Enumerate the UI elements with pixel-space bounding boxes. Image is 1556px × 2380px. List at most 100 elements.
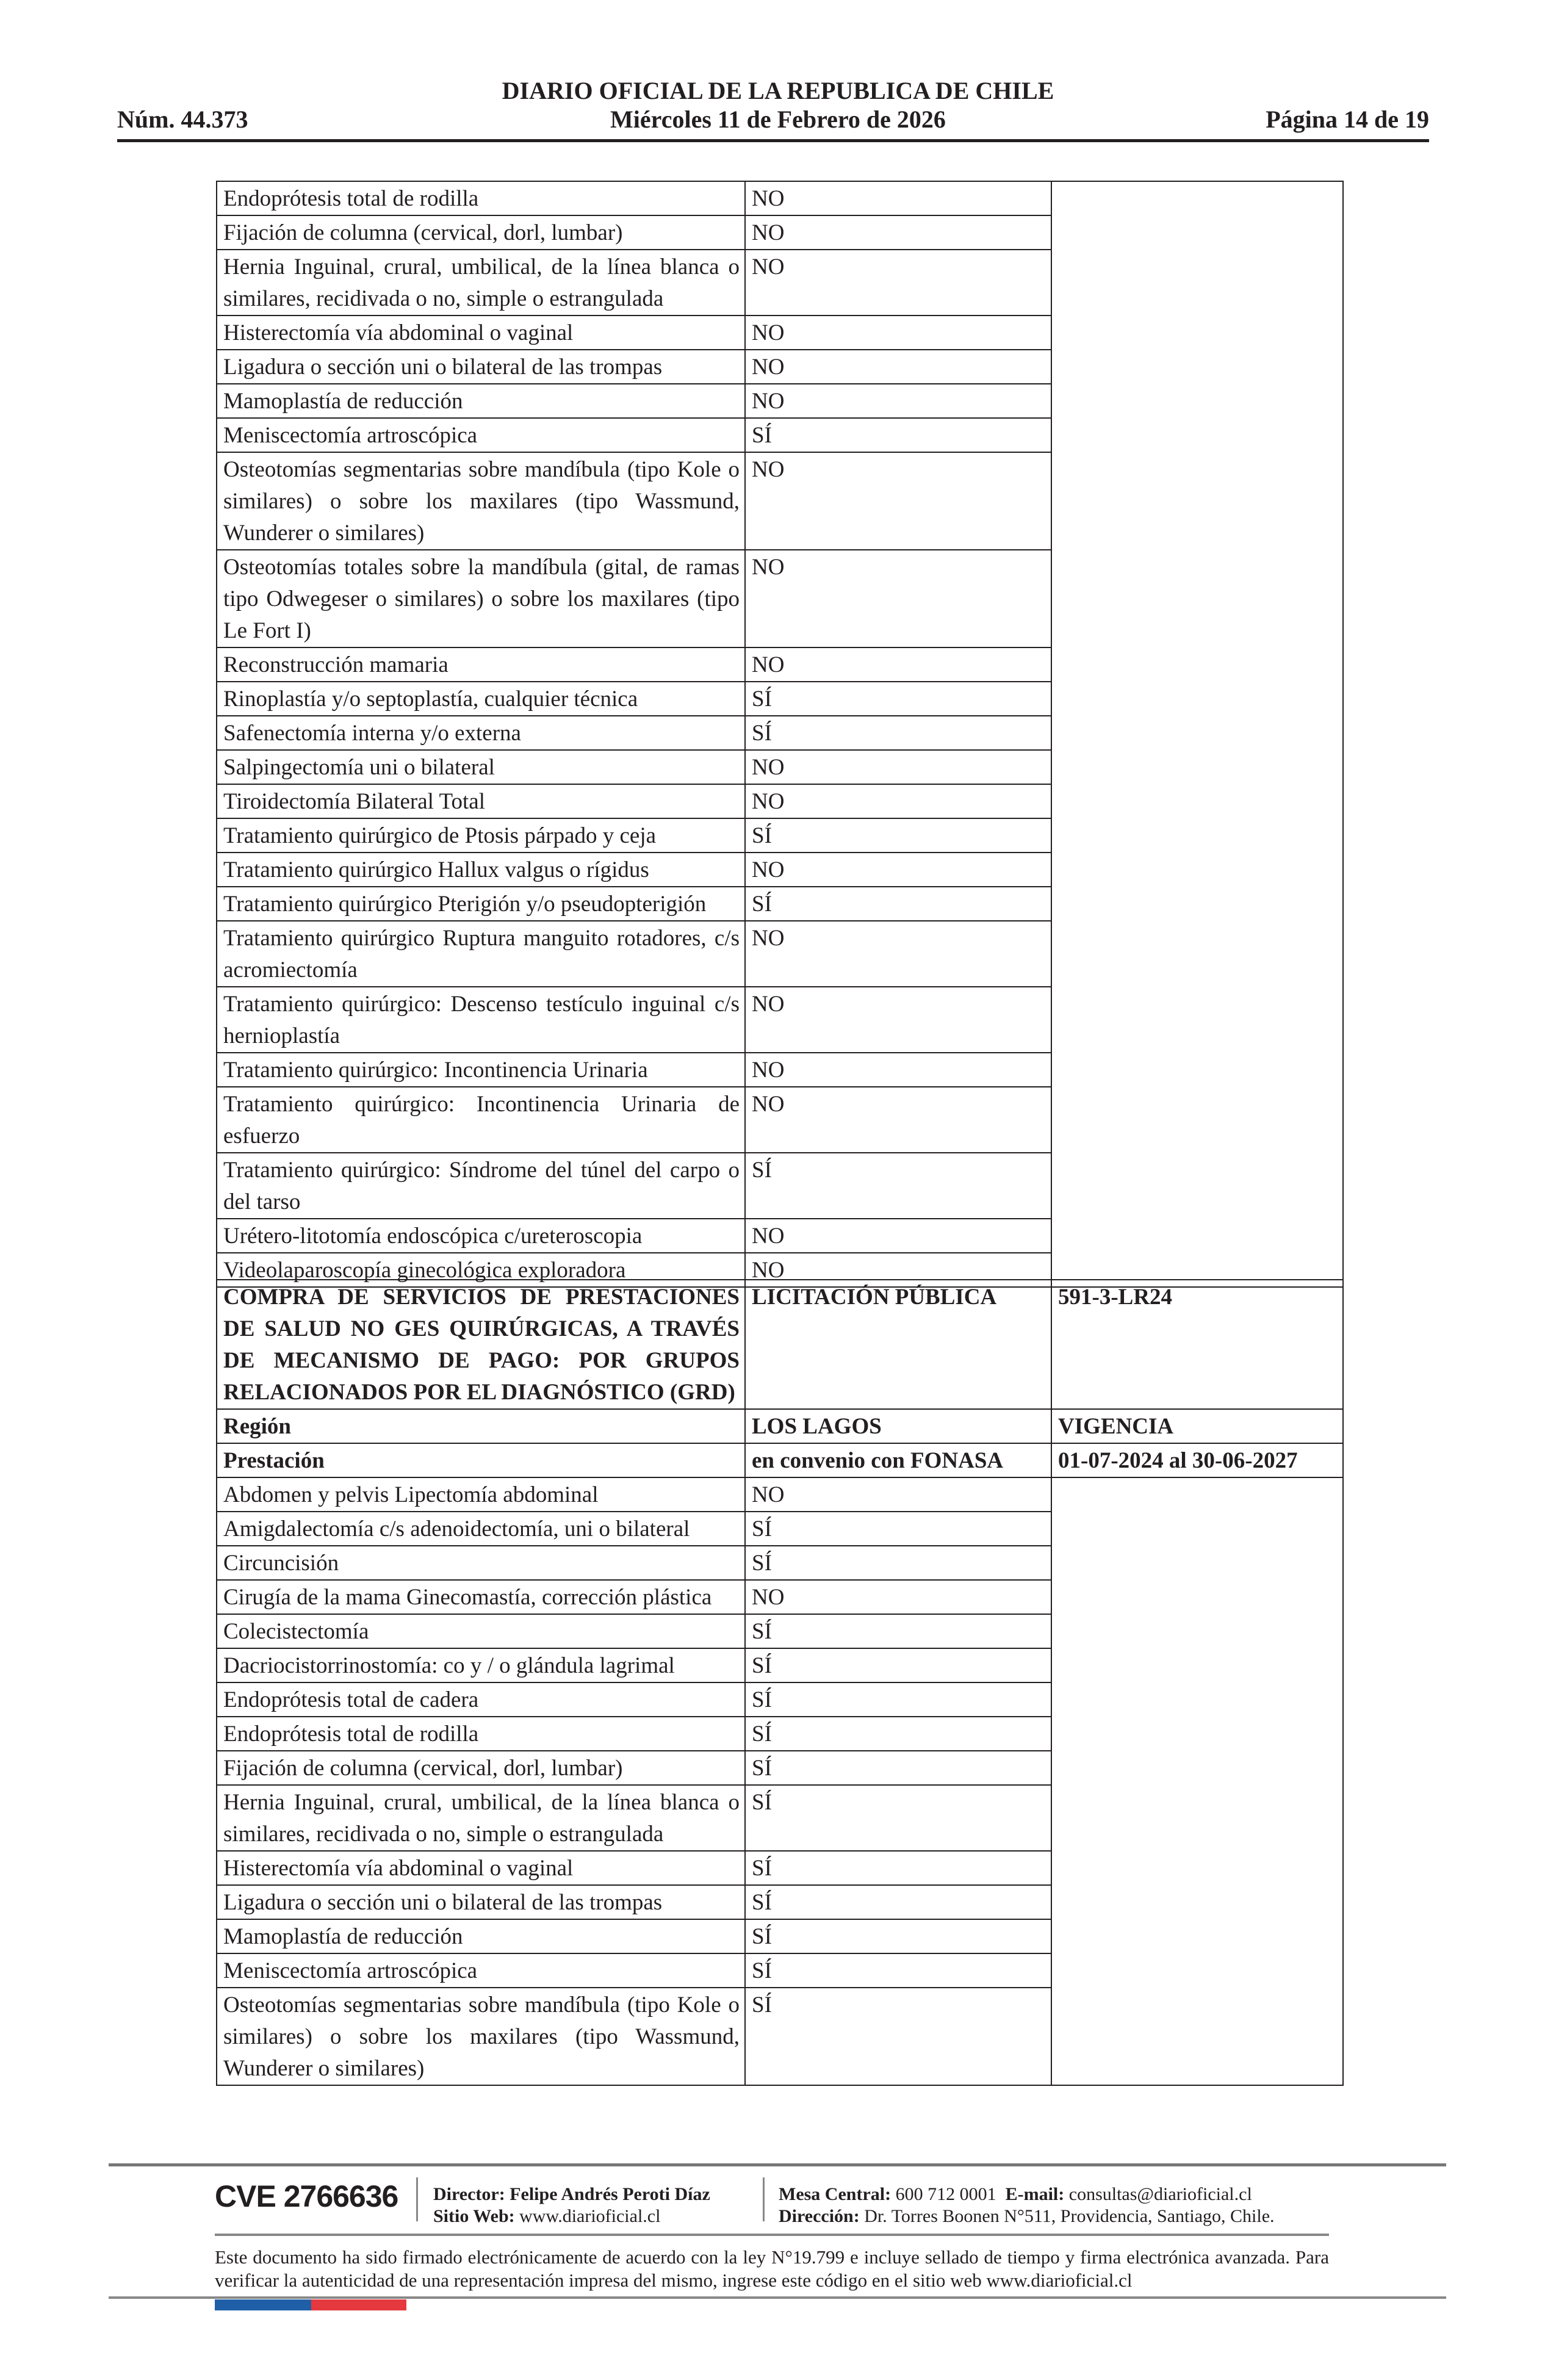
coverage-value: NO (744, 215, 1052, 250)
coverage-value: SÍ (744, 1750, 1052, 1786)
table-row: Circuncisión SÍ (216, 1545, 1343, 1581)
coverage-value: NO (744, 349, 1052, 384)
table-row: Rinoplastía y/o septoplastía, cualquier … (216, 681, 1343, 716)
procedure-name: Ligadura o sección uni o bilateral de la… (216, 1884, 746, 1920)
footer-divider (109, 2163, 1446, 2166)
phone-label: Mesa Central: (779, 2184, 891, 2204)
table-row: Tratamiento quirúrgico Pterigión y/o pse… (216, 886, 1343, 921)
coverage-value: NO (744, 315, 1052, 350)
coverage-value: NO (744, 647, 1052, 682)
procedure-name: Osteotomías segmentarias sobre mandíbula… (216, 1987, 746, 2086)
director-name: Felipe Andrés Peroti Díaz (510, 2184, 710, 2204)
procedure-name: Endoprótesis total de cadera (216, 1682, 746, 1717)
table-row: Histerectomía vía abdominal o vaginal SÍ (216, 1850, 1343, 1886)
table-row: Safenectomía interna y/o externa SÍ (216, 715, 1343, 751)
coverage-value: SÍ (744, 1682, 1052, 1717)
table-row: Hernia Inguinal, crural, umbilical, de l… (216, 1784, 1343, 1852)
coverage-value: NO (744, 1218, 1052, 1253)
site-link[interactable]: www.diarioficial.cl (519, 2206, 661, 2226)
table-row: Osteotomías totales sobre la mandíbula (… (216, 549, 1343, 648)
procedure-name: Ligadura o sección uni o bilateral de la… (216, 349, 746, 384)
procedure-name: Tratamiento quirúrgico Ruptura manguito … (216, 920, 746, 987)
header-cell: LOS LAGOS (744, 1408, 1052, 1444)
procedure-name: Meniscectomía artroscópica (216, 1953, 746, 1988)
coverage-value: SÍ (744, 1545, 1052, 1581)
procedure-name: Urétero-litotomía endoscópica c/ureteros… (216, 1218, 746, 1253)
empty-merged-cell (1051, 181, 1344, 1288)
procedure-name: Mamoplastía de reducción (216, 383, 746, 419)
table-row: Osteotomías segmentarias sobre mandíbula… (216, 452, 1343, 550)
procedure-name: Dacriocistorrinostomía: co y / o glándul… (216, 1648, 746, 1683)
coverage-value: NO (744, 852, 1052, 887)
address: Dr. Torres Boonen N°511, Providencia, Sa… (864, 2206, 1275, 2226)
table-row: Endoprótesis total de cadera SÍ (216, 1682, 1343, 1717)
procedure-name: Tratamiento quirúrgico: Incontinencia Ur… (216, 1052, 746, 1087)
procedures-table-continued: Endoprótesis total de rodilla NO Fijación … (216, 181, 1344, 1288)
table-row: Meniscectomía artroscópica SÍ (216, 417, 1343, 453)
coverage-value: NO (744, 920, 1052, 987)
procedure-name: Salpingectomía uni o bilateral (216, 749, 746, 785)
procedure-name: Endoprótesis total de rodilla (216, 181, 746, 216)
procedure-name: Circuncisión (216, 1545, 746, 1581)
coverage-value: NO (744, 181, 1052, 216)
coverage-value: SÍ (744, 681, 1052, 716)
procedure-name: Tratamiento quirúrgico: Descenso testícu… (216, 986, 746, 1053)
table-row: Mamoplastía de reducción NO (216, 383, 1343, 419)
coverage-value: NO (744, 1086, 1052, 1153)
footer-director-block: Director: Felipe Andrés Peroti Díaz Siti… (433, 2183, 710, 2227)
coverage-value: SÍ (744, 1511, 1052, 1546)
empty-merged-cell (1051, 1477, 1344, 2086)
coverage-value: SÍ (744, 1716, 1052, 1751)
director-label: Director: (433, 2184, 505, 2204)
footer-separator (763, 2177, 765, 2221)
table-row: Reconstrucción mamaria NO (216, 647, 1343, 682)
table-row: Hernia Inguinal, crural, umbilical, de l… (216, 249, 1343, 316)
procedure-name: Endoprótesis total de rodilla (216, 1716, 746, 1751)
coverage-value: NO (744, 1477, 1052, 1512)
header-cell: 591-3-LR24 (1051, 1279, 1344, 1410)
procedure-name: Meniscectomía artroscópica (216, 417, 746, 453)
issue-date: Miércoles 11 de Febrero de 2026 (610, 106, 946, 133)
procedure-name: Osteotomías segmentarias sobre mandíbula… (216, 452, 746, 550)
table-row: Tratamiento quirúrgico: Incontinencia Ur… (216, 1052, 1343, 1087)
page-number: Página 14 de 19 (1266, 106, 1429, 133)
procedure-name: Reconstrucción mamaria (216, 647, 746, 682)
coverage-value: NO (744, 249, 1052, 316)
table-row: Tratamiento quirúrgico Hallux valgus o r… (216, 852, 1343, 887)
header-divider (117, 139, 1429, 142)
coverage-value: NO (744, 784, 1052, 819)
procedures-table-los-lagos: COMPRA DE SERVICIOS DE PRESTACIONES DE S… (216, 1279, 1344, 2086)
table-row: Amigdalectomía c/s adenoidectomía, uni o… (216, 1511, 1343, 1546)
procedure-name: Hernia Inguinal, crural, umbilical, de l… (216, 249, 746, 316)
procedure-name: Tratamiento quirúrgico Hallux valgus o r… (216, 852, 746, 887)
prestacion-row: Prestación en convenio con FONASA 01-07-20… (216, 1443, 1344, 1478)
coverage-value: NO (744, 749, 1052, 785)
procedure-name: Cirugía de la mama Ginecomastía, correcc… (216, 1579, 746, 1615)
header-cell: VIGENCIA (1051, 1408, 1344, 1444)
table-row: Endoprótesis total de rodilla SÍ (216, 1716, 1343, 1751)
header-cell: LICITACIÓN PÚBLICA (744, 1279, 1052, 1410)
coverage-value: SÍ (744, 1919, 1052, 1954)
procedure-name: Osteotomías totales sobre la mandíbula (… (216, 549, 746, 648)
table-row: Colecistectomía SÍ (216, 1614, 1343, 1649)
procedure-name: Colecistectomía (216, 1614, 746, 1649)
flag-bar-red (311, 2299, 406, 2310)
site-label: Sitio Web: (433, 2206, 515, 2226)
procedure-name: Fijación de columna (cervical, dorl, lum… (216, 1750, 746, 1786)
procedure-name: Safenectomía interna y/o externa (216, 715, 746, 751)
header-cell: 01-07-2024 al 30-06-2027 (1051, 1443, 1344, 1478)
email-link[interactable]: consultas@diarioficial.cl (1068, 2184, 1252, 2204)
header-cell: Región (216, 1408, 746, 1444)
region-row: Región LOS LAGOS VIGENCIA (216, 1408, 1344, 1444)
table-row: Tratamiento quirúrgico: Descenso testícu… (216, 986, 1343, 1053)
header-cell: Prestación (216, 1443, 746, 1478)
footer-divider (109, 2296, 1446, 2299)
table-row: Abdomen y pelvis Lipectomía abdominal NO (216, 1477, 1344, 2086)
coverage-value: SÍ (744, 1987, 1052, 2086)
coverage-value: SÍ (744, 1884, 1052, 1920)
table-row: Tratamiento quirúrgico de Ptosis párpado… (216, 818, 1343, 853)
cve-code: CVE 2766636 (215, 2179, 398, 2213)
table-row: Ligadura o sección uni o bilateral de la… (216, 1884, 1343, 1920)
coverage-value: NO (744, 986, 1052, 1053)
coverage-value: NO (744, 1052, 1052, 1087)
